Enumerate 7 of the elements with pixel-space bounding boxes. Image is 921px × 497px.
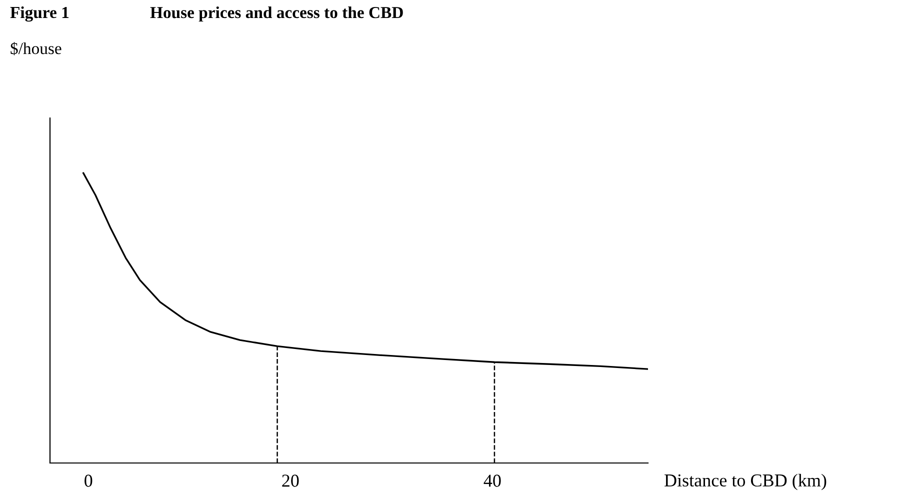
text: $/house (10, 42, 62, 56)
x-tick-label: 20 (282, 474, 299, 487)
chart-title: Figure 1 (10, 6, 69, 22)
x-tick-label: 40 (484, 474, 501, 487)
chart-subtitle: House prices and access to the CBD (150, 6, 403, 22)
x-axis-title: Distance to CBD (km) (664, 474, 826, 490)
x-tick-label: 0 (84, 474, 92, 487)
